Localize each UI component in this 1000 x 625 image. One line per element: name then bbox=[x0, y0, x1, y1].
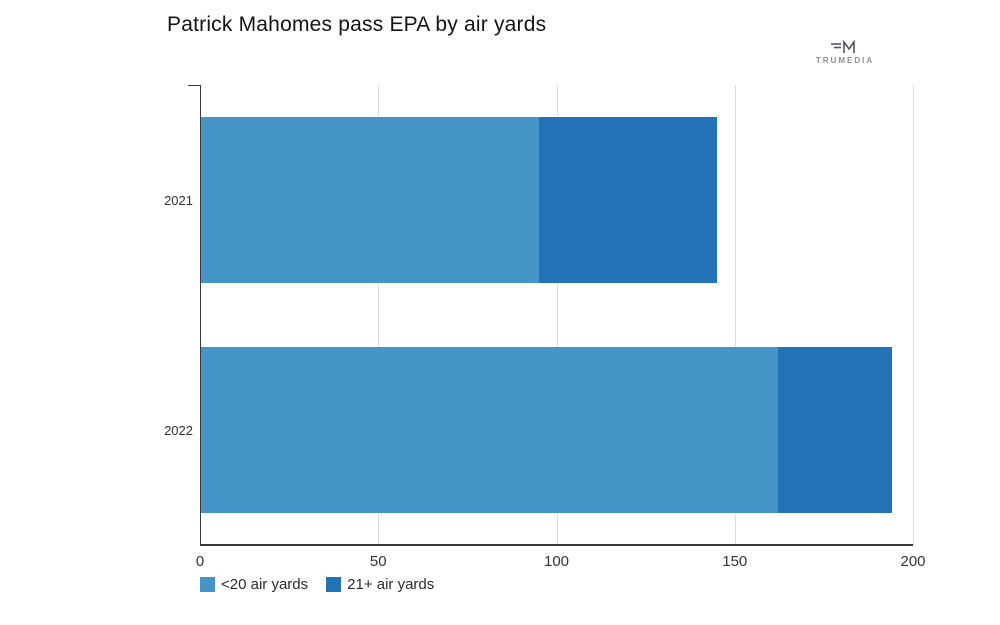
gridline bbox=[734, 85, 736, 545]
legend-label: 21+ air yards bbox=[347, 576, 435, 593]
bar-segment bbox=[200, 117, 539, 283]
bar-segment bbox=[200, 347, 778, 513]
legend-label: <20 air yards bbox=[221, 576, 309, 593]
trumedia-logo: TRUMEDIA bbox=[815, 40, 875, 65]
x-tick-label: 200 bbox=[900, 553, 926, 570]
bar-row-2021: 2021 bbox=[164, 85, 913, 315]
legend-swatch-icon bbox=[326, 577, 342, 592]
gridline bbox=[913, 85, 914, 545]
x-tick-label: 150 bbox=[722, 553, 748, 570]
y-axis-line bbox=[200, 85, 201, 545]
stacked-bar-2022 bbox=[200, 347, 913, 513]
x-tick-label: 50 bbox=[369, 553, 387, 570]
bars-layer: 2021 2022 bbox=[164, 85, 913, 545]
bar-row-2022: 2022 bbox=[164, 315, 913, 545]
trumedia-logo-icon bbox=[831, 40, 855, 53]
x-axis-tick-labels: 0 50 100 150 200 bbox=[196, 553, 926, 573]
legend-item[interactable]: <20 air yards bbox=[200, 576, 308, 593]
y-tick-label: 2022 bbox=[164, 422, 193, 438]
stacked-bar-2021 bbox=[200, 117, 913, 283]
bar-segment bbox=[538, 117, 717, 283]
chart-title: Patrick Mahomes pass EPA by air yards bbox=[167, 13, 547, 36]
legend: <20 air yards 21+ air yards bbox=[200, 576, 434, 593]
legend-swatch-icon bbox=[200, 577, 215, 592]
y-axis-top-tick bbox=[188, 85, 200, 86]
x-tick-label: 100 bbox=[543, 553, 570, 570]
bar-segment bbox=[777, 347, 892, 513]
trumedia-logo-text: TRUMEDIA bbox=[815, 56, 875, 65]
x-axis-line bbox=[200, 544, 913, 546]
legend-item[interactable]: 21+ air yards bbox=[326, 576, 434, 593]
plot-area: 2021 2022 bbox=[164, 85, 914, 546]
gridline bbox=[556, 85, 558, 545]
gridline bbox=[378, 85, 380, 545]
x-tick-label: 0 bbox=[195, 553, 205, 570]
y-tick-label: 2021 bbox=[164, 192, 193, 208]
